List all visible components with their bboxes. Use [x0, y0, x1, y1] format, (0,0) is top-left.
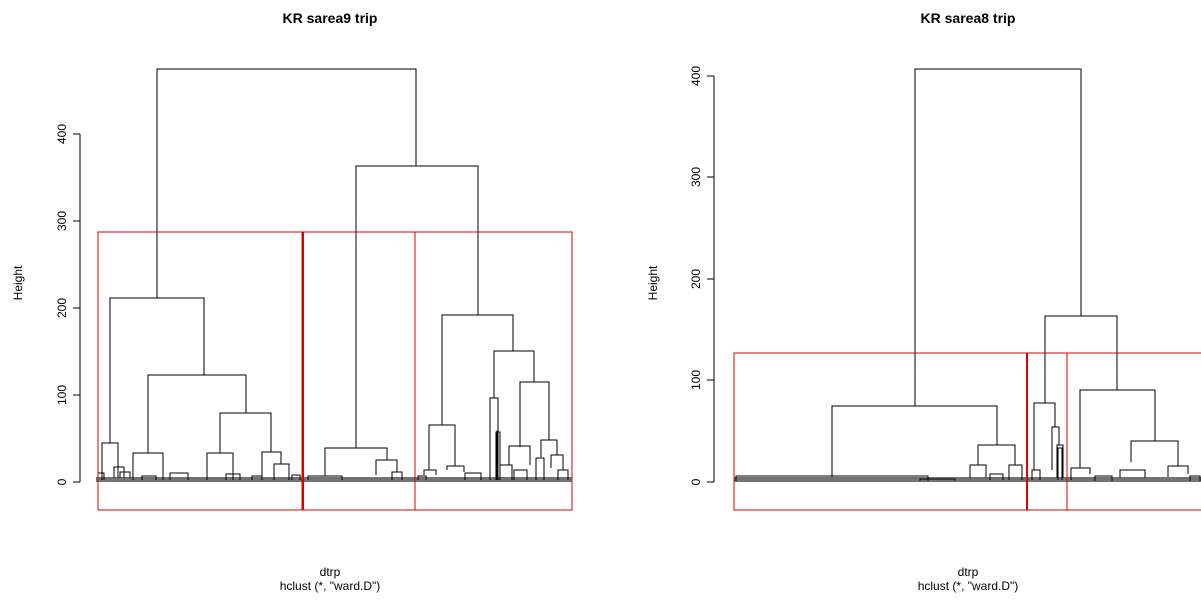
y-tick-label: 0	[689, 478, 703, 485]
cluster-box	[1066, 352, 1201, 511]
branch	[977, 444, 1016, 465]
branch	[119, 471, 131, 478]
branch	[1057, 447, 1063, 480]
branch	[109, 297, 205, 443]
branch	[423, 469, 437, 475]
y-tick-label: 200	[55, 298, 69, 318]
cluster-box	[97, 231, 303, 511]
branch	[261, 451, 282, 480]
branch	[101, 442, 119, 480]
branch	[1056, 444, 1064, 478]
branch	[513, 469, 528, 480]
branch	[132, 452, 164, 480]
y-axis-label: Height	[11, 265, 25, 300]
branch	[550, 454, 564, 470]
y-tick-label: 100	[55, 385, 69, 405]
cluster-boxes	[97, 231, 573, 511]
dendrogram-branches	[735, 68, 1201, 481]
branch	[391, 471, 403, 480]
dendrogram-branches	[97, 68, 569, 480]
leaf-baseline	[734, 477, 1201, 482]
branch	[1130, 440, 1179, 466]
branch	[324, 447, 388, 476]
branch	[1167, 465, 1189, 477]
branch	[493, 350, 535, 398]
cluster-box	[414, 231, 573, 511]
branch	[446, 465, 465, 472]
dendrogram-panel-right: KR sarea8 trip Height dtrp hclust (*, "w…	[646, 10, 1201, 593]
branch	[508, 445, 531, 465]
branch	[206, 452, 234, 480]
y-tick-label: 300	[689, 167, 703, 187]
branch	[1051, 426, 1060, 470]
chart-subtitle: hclust (*, "ward.D")	[918, 579, 1019, 593]
branch	[273, 463, 290, 480]
branch	[1031, 469, 1041, 480]
chart-subtitle: hclust (*, "ward.D")	[280, 579, 381, 593]
branch	[147, 374, 247, 453]
dendrogram-panel-left: KR sarea9 trip Height dtrp hclust (*, "w…	[11, 10, 573, 593]
branch	[1070, 467, 1091, 480]
branch	[969, 464, 987, 478]
branch	[355, 165, 479, 448]
cluster-box	[733, 352, 1028, 511]
y-tick-label: 200	[689, 269, 703, 289]
y-tick-label: 0	[55, 478, 69, 485]
branch	[464, 472, 482, 480]
y-tick-label: 300	[55, 211, 69, 231]
y-tick-label: 400	[689, 66, 703, 86]
branch	[1119, 469, 1146, 478]
branch	[1079, 389, 1156, 468]
leaf-baseline	[96, 477, 572, 482]
branch	[489, 397, 499, 480]
branch	[1008, 464, 1023, 480]
branch	[496, 430, 499, 480]
y-tick-label: 100	[689, 370, 703, 390]
chart-title: KR sarea9 trip	[283, 10, 378, 26]
y-tick-label: 400	[55, 124, 69, 144]
x-axis-label: dtrp	[320, 565, 341, 579]
branch	[441, 314, 514, 425]
y-axis	[707, 75, 715, 483]
branch	[535, 457, 545, 480]
y-axis	[73, 133, 81, 483]
branch	[557, 469, 569, 480]
cluster-box	[301, 231, 416, 511]
branch	[219, 412, 272, 453]
branch	[428, 424, 456, 470]
branch	[519, 381, 550, 447]
branch	[1033, 402, 1056, 470]
cluster-boxes	[733, 352, 1201, 511]
branch	[375, 459, 398, 475]
branch	[156, 68, 417, 298]
chart-title: KR sarea8 trip	[921, 10, 1016, 26]
x-axis-label: dtrp	[958, 565, 979, 579]
branch	[540, 439, 558, 457]
branch	[831, 405, 998, 477]
branch	[169, 472, 189, 480]
branch	[914, 68, 1082, 406]
y-axis-label: Height	[646, 265, 660, 300]
cluster-box	[1026, 352, 1068, 511]
